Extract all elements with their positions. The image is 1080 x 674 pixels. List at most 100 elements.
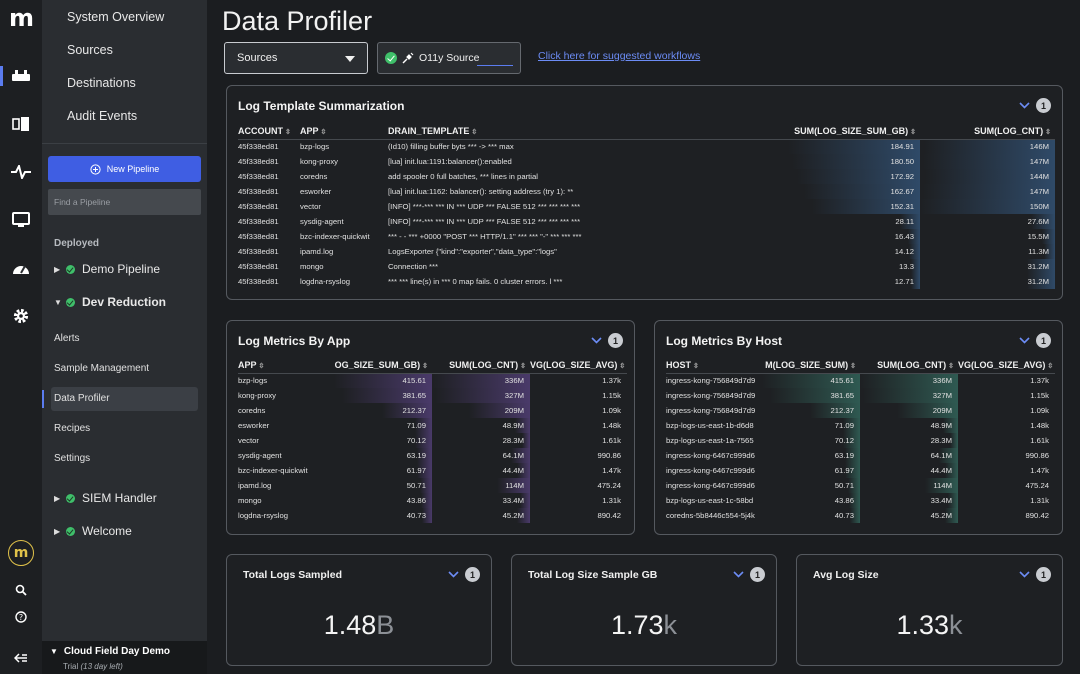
- chevron-down-icon[interactable]: [447, 569, 459, 581]
- col-header[interactable]: HOST ⇳: [666, 357, 762, 374]
- pipeline-siem-handler[interactable]: ▶ SIEM Handler: [54, 491, 157, 505]
- table-row[interactable]: ingress-kong-6467c999d6 50.71 114M 475.24: [666, 478, 1055, 493]
- table-row[interactable]: 45f338ed81 esworker [lua] init.lua:1162: b…: [238, 184, 1055, 199]
- table-row[interactable]: bzp-logs-us-east-1c-58bd 43.86 33.4M 1.31k: [666, 493, 1055, 508]
- col-header[interactable]: OG_SIZE_SUM_GB) ⇳: [334, 357, 432, 374]
- pipeline-dev-reduction[interactable]: ▼ Dev Reduction: [54, 295, 166, 309]
- col-header[interactable]: SUM(LOG_CNT) ⇳: [860, 357, 958, 374]
- help-icon[interactable]: ?: [9, 605, 33, 629]
- table-row[interactable]: bzc-indexer-quickwit 61.97 44.4M 1.47k: [238, 463, 627, 478]
- template-cell: add spooler 0 full batches, *** lines in…: [388, 172, 538, 181]
- table-row[interactable]: 45f338ed81 bzc-indexer-quickwit *** - - **…: [238, 229, 1055, 244]
- dashboard-icon[interactable]: [9, 256, 33, 280]
- cell-bar: [924, 478, 958, 493]
- name-cell: ingress-kong-6467c999d6: [666, 466, 755, 475]
- table-row[interactable]: 45f338ed81 ipamd.log LogsExporter {"kind":…: [238, 244, 1055, 259]
- source-selector[interactable]: O11y Source: [377, 42, 521, 74]
- size-cell: 63.19: [762, 448, 860, 463]
- col-header[interactable]: SUM(LOG_CNT) ⇳: [920, 123, 1055, 140]
- table-row[interactable]: logdna-rsyslog 40.73 45.2M 890.42: [238, 508, 627, 523]
- chevron-down-icon[interactable]: [732, 569, 744, 581]
- sub-sample-management[interactable]: Sample Management: [54, 363, 150, 374]
- col-header[interactable]: SUM(LOG_SIZE_SUM_GB) ⇳: [788, 123, 920, 140]
- name-cell: bzp-logs: [238, 376, 268, 386]
- col-header[interactable]: VG(LOG_SIZE_AVG) ⇳: [530, 357, 627, 374]
- chevron-down-icon[interactable]: [590, 335, 602, 347]
- table-row[interactable]: ingress-kong-756849d7d9 381.65 327M 1.15k: [666, 388, 1055, 403]
- nav-system-overview[interactable]: System Overview: [67, 10, 165, 24]
- name-cell: esworker: [238, 421, 270, 430]
- table-row[interactable]: bzp-logs-us-east-1a-7565 70.12 28.3M 1.61k: [666, 433, 1055, 448]
- col-header[interactable]: APP ⇳: [238, 357, 334, 374]
- settings-gear-icon[interactable]: [9, 304, 33, 328]
- table-row[interactable]: bzp-logs-us-east-1b-d6d8 71.09 48.9M 1.48k: [666, 418, 1055, 433]
- col-header[interactable]: ACCOUNT ⇳: [238, 123, 300, 140]
- table-row[interactable]: vector 70.12 28.3M 1.61k: [238, 433, 627, 448]
- name-cell: ingress-kong-6467c999d6: [666, 481, 755, 490]
- col-header[interactable]: APP ⇳: [300, 123, 388, 140]
- table-row[interactable]: 45f338ed81 kong-proxy [lua] init.lua:1191:…: [238, 154, 1055, 169]
- name-cell: ingress-kong-756849d7d9: [666, 406, 756, 415]
- table-row[interactable]: ingress-kong-6467c999d6 63.19 64.1M 990.86: [666, 448, 1055, 463]
- table-row[interactable]: mongo 43.86 33.4M 1.31k: [238, 493, 627, 508]
- pulse-icon[interactable]: [9, 160, 33, 184]
- table-row[interactable]: 45f338ed81 sysdig-agent [INFO] ***-*** ***…: [238, 214, 1055, 229]
- nav-sources[interactable]: Sources: [67, 43, 113, 57]
- sub-data-profiler[interactable]: Data Profiler: [54, 393, 110, 404]
- table-row[interactable]: kong-proxy 381.65 327M 1.15k: [238, 388, 627, 403]
- account-cell: 45f338ed81: [238, 142, 279, 152]
- col-header[interactable]: VG(LOG_SIZE_AVG) ⇳: [958, 357, 1055, 374]
- sources-icon[interactable]: [9, 112, 33, 136]
- sub-recipes[interactable]: Recipes: [54, 423, 91, 434]
- table-row[interactable]: bzp-logs 415.61 336M 1.37k: [238, 373, 627, 388]
- collapse-icon[interactable]: [9, 646, 33, 670]
- sub-active-indicator: [42, 390, 44, 408]
- nav-audit-events[interactable]: Audit Events: [67, 109, 138, 123]
- table-row[interactable]: coredns-5b8446c554-5j4k 40.73 45.2M 890.42: [666, 508, 1055, 523]
- status-ok-icon: [385, 52, 397, 64]
- table-row[interactable]: 45f338ed81 logdna-rsyslog *** *** line(s) …: [238, 274, 1055, 289]
- search-icon[interactable]: [9, 578, 33, 602]
- type-select[interactable]: Sources: [224, 42, 368, 74]
- source-name: O11y Source: [419, 52, 480, 64]
- chevron-down-icon[interactable]: [1018, 335, 1030, 347]
- count-cell: 336M: [860, 373, 958, 388]
- card-controls: 1: [1018, 333, 1051, 348]
- col-header[interactable]: DRAIN_TEMPLATE ⇳: [388, 123, 788, 140]
- sub-settings[interactable]: Settings: [54, 453, 91, 464]
- chevron-down-icon[interactable]: [1018, 100, 1030, 112]
- find-pipeline-input[interactable]: [48, 189, 201, 215]
- table-row[interactable]: ingress-kong-6467c999d6 61.97 44.4M 1.47k: [666, 463, 1055, 478]
- col-header[interactable]: M(LOG_SIZE_SUM) ⇳: [762, 357, 860, 374]
- table-row[interactable]: coredns 212.37 209M 1.09k: [238, 403, 627, 418]
- table-row[interactable]: esworker 71.09 48.9M 1.48k: [238, 418, 627, 433]
- pipeline-welcome[interactable]: ▶ Welcome: [54, 524, 132, 538]
- table-row[interactable]: 45f338ed81 mongo Connection *** 13.3 31.2M: [238, 259, 1055, 274]
- monitor-icon[interactable]: [9, 208, 33, 232]
- cell-bar: [910, 259, 920, 274]
- nav-destinations[interactable]: Destinations: [67, 76, 136, 90]
- suggested-workflows-link[interactable]: Click here for suggested workflows: [538, 50, 701, 62]
- table-row[interactable]: 45f338ed81 vector [INFO] ***-*** *** IN **…: [238, 199, 1055, 214]
- table-row[interactable]: sysdig-agent 63.19 64.1M 990.86: [238, 448, 627, 463]
- count-cell: 64.1M: [860, 448, 958, 463]
- org-switcher[interactable]: ▼ Cloud Field Day Demo Trial (13 day left…: [42, 641, 207, 674]
- table-row[interactable]: 45f338ed81 bzp-logs (Id10) filling buffer …: [238, 139, 1055, 154]
- card-controls: 1: [1018, 98, 1051, 113]
- col-header[interactable]: SUM(LOG_CNT) ⇳: [432, 357, 530, 374]
- table-row[interactable]: ingress-kong-756849d7d9 212.37 209M 1.09k: [666, 403, 1055, 418]
- table-row[interactable]: ingress-kong-756849d7d9 415.61 336M 1.37k: [666, 373, 1055, 388]
- cell-bar: [434, 388, 530, 403]
- logo-m-icon[interactable]: m: [9, 4, 34, 32]
- user-logo-icon[interactable]: m: [8, 540, 34, 566]
- cell-bar: [515, 418, 530, 433]
- chevron-down-icon[interactable]: [1018, 569, 1030, 581]
- cell-bar: [415, 433, 432, 448]
- pipeline-icon[interactable]: [9, 64, 33, 88]
- sub-alerts[interactable]: Alerts: [54, 333, 80, 344]
- pipeline-demo[interactable]: ▶ Demo Pipeline: [54, 262, 160, 276]
- table-row[interactable]: 45f338ed81 coredns add spooler 0 full batc…: [238, 169, 1055, 184]
- app-cell: coredns: [300, 172, 328, 181]
- new-pipeline-button[interactable]: New Pipeline: [48, 156, 201, 182]
- table-row[interactable]: ipamd.log 50.71 114M 475.24: [238, 478, 627, 493]
